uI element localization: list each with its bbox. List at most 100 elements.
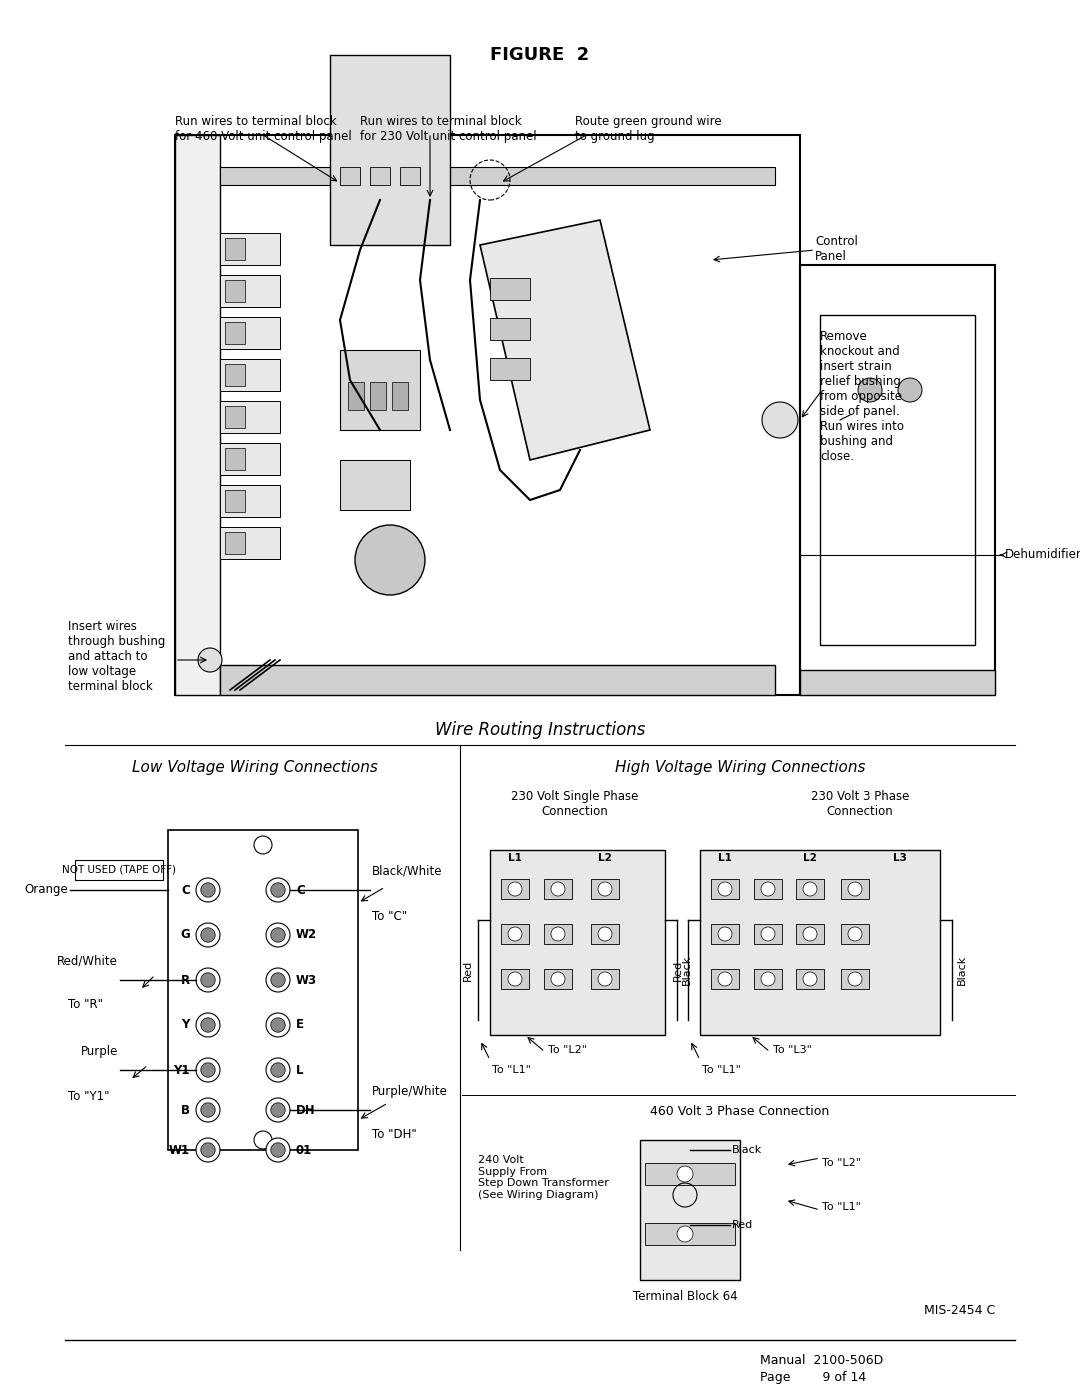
Text: To "L1": To "L1"	[492, 1065, 531, 1076]
Text: High Voltage Wiring Connections: High Voltage Wiring Connections	[615, 760, 865, 775]
Circle shape	[195, 1098, 220, 1122]
Text: Insert wires
through bushing
and attach to
low voltage
terminal block: Insert wires through bushing and attach …	[68, 620, 165, 693]
Text: W1: W1	[168, 1144, 190, 1157]
Bar	[400, 168, 420, 184]
Bar	[711, 879, 739, 900]
Text: To "R": To "R"	[68, 997, 103, 1011]
Bar	[820, 314, 975, 645]
Bar	[225, 448, 245, 469]
Text: Y1: Y1	[174, 1063, 190, 1077]
Circle shape	[848, 928, 862, 942]
Text: Orange: Orange	[24, 883, 68, 897]
Text: L3: L3	[893, 854, 907, 863]
Bar	[225, 237, 245, 260]
Bar	[544, 970, 572, 989]
Text: Red: Red	[463, 960, 473, 981]
Circle shape	[677, 1227, 693, 1242]
Text: To "C": To "C"	[372, 909, 407, 923]
Bar	[645, 1222, 735, 1245]
Bar	[501, 923, 529, 944]
Circle shape	[551, 928, 565, 942]
Circle shape	[598, 928, 612, 942]
Text: 01: 01	[296, 1144, 312, 1157]
Bar	[544, 879, 572, 900]
Circle shape	[271, 1018, 285, 1032]
Circle shape	[201, 1143, 215, 1157]
Text: 230 Volt 3 Phase
Connection: 230 Volt 3 Phase Connection	[811, 789, 909, 819]
Circle shape	[804, 972, 816, 986]
Circle shape	[858, 379, 882, 402]
Bar	[796, 879, 824, 900]
Circle shape	[551, 882, 565, 895]
Text: FIGURE  2: FIGURE 2	[490, 46, 590, 64]
Circle shape	[195, 877, 220, 902]
Text: R: R	[180, 974, 190, 986]
Bar	[168, 830, 357, 1150]
Bar	[544, 923, 572, 944]
Circle shape	[266, 1139, 291, 1162]
Bar	[490, 278, 530, 300]
Text: B: B	[181, 1104, 190, 1116]
Text: G: G	[180, 929, 190, 942]
Text: 460 Volt 3 Phase Connection: 460 Volt 3 Phase Connection	[650, 1105, 829, 1118]
Bar	[220, 233, 280, 265]
Circle shape	[195, 1139, 220, 1162]
Circle shape	[201, 1018, 215, 1032]
Bar	[220, 443, 280, 475]
Circle shape	[271, 1102, 285, 1118]
Bar	[796, 970, 824, 989]
Bar	[490, 358, 530, 380]
Circle shape	[201, 1063, 215, 1077]
Circle shape	[718, 882, 732, 895]
Bar	[340, 351, 420, 430]
Circle shape	[271, 972, 285, 988]
Circle shape	[848, 972, 862, 986]
Circle shape	[598, 972, 612, 986]
Text: MIS-2454 C: MIS-2454 C	[924, 1303, 996, 1316]
Circle shape	[271, 1143, 285, 1157]
Text: Purple: Purple	[81, 1045, 118, 1058]
Circle shape	[201, 1102, 215, 1118]
Bar	[392, 381, 408, 409]
Text: Black: Black	[732, 1146, 762, 1155]
Bar	[645, 1162, 735, 1185]
Text: DH: DH	[296, 1104, 315, 1116]
Text: C: C	[296, 883, 305, 897]
Text: Y: Y	[181, 1018, 190, 1031]
Text: Remove
knockout and
insert strain
relief bushing
from opposite
side of panel.
Ru: Remove knockout and insert strain relief…	[820, 330, 904, 462]
Text: Black: Black	[957, 956, 967, 985]
Text: Black: Black	[681, 956, 692, 985]
Circle shape	[271, 928, 285, 942]
Circle shape	[761, 928, 775, 942]
Bar	[75, 861, 163, 880]
Polygon shape	[480, 219, 650, 460]
Text: Black/White: Black/White	[372, 865, 443, 877]
Bar	[501, 879, 529, 900]
Circle shape	[198, 648, 222, 672]
Bar	[220, 275, 280, 307]
Bar	[841, 923, 869, 944]
Text: To "L3": To "L3"	[773, 1045, 812, 1055]
Bar	[490, 849, 665, 1035]
Bar	[591, 923, 619, 944]
Circle shape	[508, 882, 522, 895]
Circle shape	[266, 1058, 291, 1083]
Bar	[490, 319, 530, 339]
Circle shape	[762, 402, 798, 439]
Text: 230 Volt Single Phase
Connection: 230 Volt Single Phase Connection	[511, 789, 638, 819]
Bar	[841, 970, 869, 989]
Circle shape	[551, 972, 565, 986]
Text: L2: L2	[804, 854, 816, 863]
Text: Red: Red	[732, 1220, 753, 1229]
Circle shape	[266, 1013, 291, 1037]
Bar	[225, 532, 245, 555]
Circle shape	[266, 968, 291, 992]
Bar	[220, 168, 775, 184]
Circle shape	[266, 877, 291, 902]
Circle shape	[897, 379, 922, 402]
Bar	[220, 401, 280, 433]
Bar	[800, 265, 995, 694]
Bar	[370, 381, 386, 409]
Text: To "L1": To "L1"	[822, 1201, 861, 1213]
Circle shape	[677, 1166, 693, 1182]
